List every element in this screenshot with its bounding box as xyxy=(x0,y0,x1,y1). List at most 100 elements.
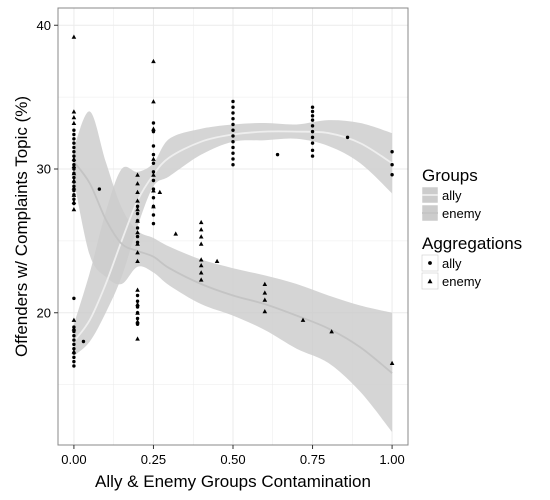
point-ally xyxy=(72,197,76,201)
point-ally xyxy=(72,167,76,171)
point-ally xyxy=(135,234,140,239)
point-ally xyxy=(72,175,76,180)
point-enemy xyxy=(135,258,140,263)
point-ally xyxy=(72,359,76,364)
point-enemy xyxy=(135,250,140,255)
point-enemy xyxy=(151,156,156,161)
point-enemy xyxy=(71,349,77,354)
point-enemy xyxy=(151,58,156,64)
x-tick-label: 1.00 xyxy=(379,452,404,467)
point-ally xyxy=(310,114,315,118)
point-enemy xyxy=(389,360,395,366)
point-ally xyxy=(72,128,76,132)
point-ally xyxy=(72,137,76,141)
y-tick-label: 40 xyxy=(37,18,51,33)
y-tick-label: 30 xyxy=(37,162,51,177)
point-ally xyxy=(72,364,76,368)
point-enemy xyxy=(135,301,140,307)
point-ally xyxy=(390,173,394,177)
point-ally xyxy=(135,322,140,326)
point-ally xyxy=(310,109,315,114)
point-ally xyxy=(231,139,235,144)
point-ally xyxy=(231,145,235,150)
point-ally xyxy=(151,144,156,148)
point-ally xyxy=(72,296,76,301)
point-ally xyxy=(72,342,76,347)
point-ally xyxy=(151,161,156,165)
point-ally xyxy=(390,150,394,154)
legend-key-aggregations-enemy-marker xyxy=(427,278,433,284)
point-enemy xyxy=(71,206,77,212)
point-ally xyxy=(231,128,235,132)
point-enemy xyxy=(151,172,156,177)
point-enemy xyxy=(71,178,77,183)
point-ally xyxy=(135,316,140,321)
legend-groups-ally-label: ally xyxy=(442,188,462,203)
point-enemy xyxy=(71,120,77,125)
x-tick-label: 0.00 xyxy=(61,452,86,467)
point-ally xyxy=(231,162,235,167)
point-enemy xyxy=(262,281,268,286)
point-ally xyxy=(231,157,235,161)
point-enemy xyxy=(135,198,140,203)
point-ally xyxy=(151,221,156,226)
point-enemy xyxy=(135,218,140,223)
point-enemy xyxy=(135,181,140,186)
point-enemy xyxy=(329,329,334,334)
point-ally xyxy=(72,154,76,158)
point-ally xyxy=(151,213,156,217)
point-enemy xyxy=(71,171,77,176)
point-ally xyxy=(72,346,76,351)
point-enemy xyxy=(262,309,268,314)
point-enemy xyxy=(135,319,140,324)
point-enemy xyxy=(198,263,204,268)
point-ally xyxy=(231,122,235,127)
point-ally xyxy=(135,299,140,303)
point-enemy xyxy=(71,326,77,331)
point-ally xyxy=(310,118,315,122)
point-ally xyxy=(72,141,76,145)
y-tick-label: 20 xyxy=(37,305,51,320)
point-ally xyxy=(310,124,315,128)
smooth-line-ally xyxy=(73,130,393,343)
point-ally xyxy=(135,204,140,209)
point-ally xyxy=(345,135,350,140)
point-enemy xyxy=(198,270,204,275)
legend-groups-title: Groups xyxy=(422,166,478,185)
point-ally xyxy=(72,329,76,334)
point-enemy xyxy=(135,336,140,341)
point-enemy xyxy=(262,297,268,302)
point-ally xyxy=(310,141,315,145)
point-ally xyxy=(310,105,315,109)
point-enemy xyxy=(71,317,77,322)
point-ally xyxy=(81,339,86,344)
point-enemy xyxy=(198,234,204,239)
point-ally xyxy=(97,187,102,191)
point-enemy xyxy=(71,114,77,120)
point-enemy xyxy=(71,109,77,114)
point-enemy xyxy=(214,258,220,263)
point-ally xyxy=(231,116,235,121)
smooth-lines xyxy=(73,130,393,374)
point-enemy xyxy=(151,204,156,209)
point-ally xyxy=(135,293,140,298)
point-ally xyxy=(231,105,235,109)
point-enemy xyxy=(135,310,140,315)
point-enemy xyxy=(262,290,268,295)
point-ally xyxy=(231,134,235,138)
point-enemy xyxy=(198,227,204,232)
point-enemy xyxy=(71,199,77,205)
point-ally xyxy=(231,99,235,104)
point-ally xyxy=(151,129,156,134)
point-enemy xyxy=(135,206,140,212)
point-enemy xyxy=(173,231,179,236)
legend-groups: Groups ally enemy xyxy=(421,166,482,222)
legend-aggregations-enemy-label: enemy xyxy=(442,274,482,289)
axis-ticks: 0.00 0.25 0.50 0.75 1.00 20 30 40 xyxy=(37,18,405,467)
point-ally xyxy=(275,152,280,157)
point-enemy xyxy=(135,229,140,235)
data-points xyxy=(71,34,395,368)
x-tick-label: 0.50 xyxy=(220,452,245,467)
legend-groups-enemy-label: enemy xyxy=(442,206,482,221)
